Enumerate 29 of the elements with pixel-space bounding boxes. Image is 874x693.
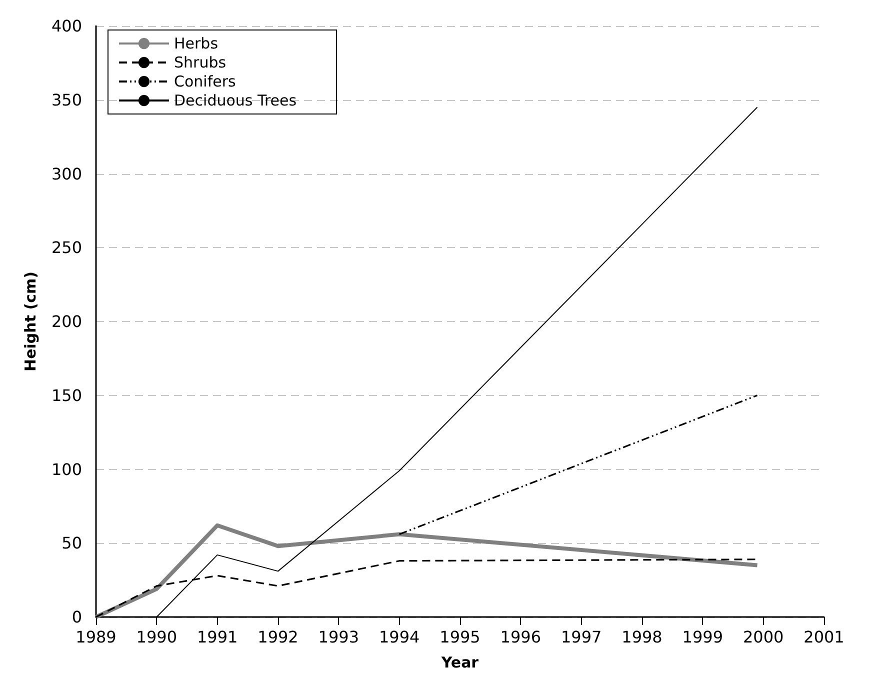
- y-tick-label: 350: [51, 90, 82, 110]
- y-tick-label: 100: [51, 460, 82, 479]
- x-tick-label: 2000: [742, 628, 784, 646]
- x-tick-label: 1996: [500, 628, 542, 646]
- y-tick-label: 0: [72, 608, 82, 626]
- legend-label: Deciduous Trees: [174, 92, 297, 110]
- y-tick-label: 300: [51, 164, 82, 184]
- legend-label: Conifers: [174, 72, 236, 90]
- y-tick-label: 200: [51, 312, 82, 331]
- x-tick-label: 1998: [622, 628, 662, 646]
- y-tick-label: 50: [62, 534, 82, 553]
- x-tick-label: 1990: [136, 628, 178, 646]
- x-tick-label: 1995: [440, 628, 480, 646]
- x-tick-label: 1999: [682, 628, 724, 646]
- legend-label: Herbs: [174, 34, 218, 52]
- y-axis-title: Height (cm): [22, 272, 40, 372]
- x-tick-label: 1989: [76, 628, 116, 646]
- legend-label: Shrubs: [174, 54, 226, 72]
- x-tick-label: 1997: [560, 628, 602, 646]
- x-tick-label: 1993: [318, 628, 360, 646]
- x-tick-label: 1992: [258, 628, 298, 646]
- y-tick-label: 250: [51, 238, 82, 258]
- y-tick-label: 150: [51, 386, 82, 405]
- x-axis-title: Year: [440, 654, 480, 672]
- x-tick-label: 1994: [378, 628, 420, 646]
- x-tick-label: 1991: [196, 628, 238, 646]
- x-tick-label: 2001: [804, 628, 844, 646]
- line-series: [94, 523, 760, 619]
- y-tick-label: 400: [51, 16, 82, 36]
